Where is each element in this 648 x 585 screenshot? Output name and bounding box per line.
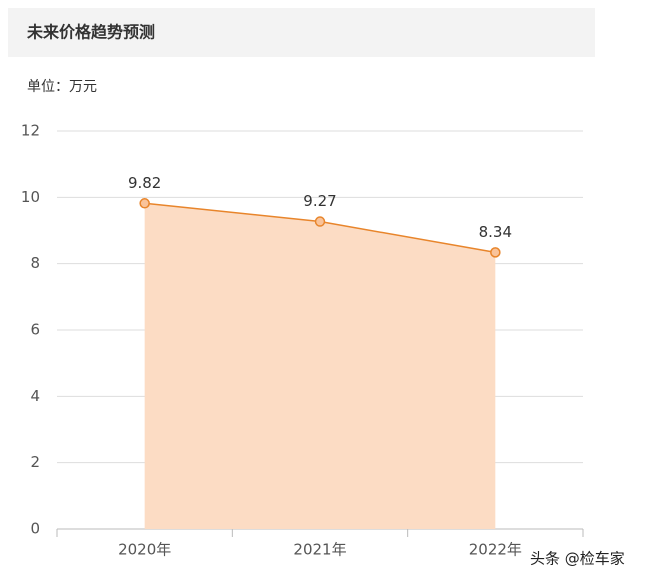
y-tick-label: 12: [21, 122, 40, 140]
y-tick-label: 0: [30, 520, 40, 538]
watermark: 头条 @检车家: [530, 550, 625, 568]
point: [490, 247, 501, 258]
header-box: [8, 8, 595, 57]
point: [314, 216, 326, 227]
value-label: 8.34: [479, 223, 512, 241]
x-tick-label: 2022年: [469, 541, 522, 559]
value-label: 9.82: [128, 174, 161, 192]
y-tick-label: 8: [30, 254, 40, 272]
area-fill: [144, 203, 496, 529]
y-tick-label: 10: [21, 188, 40, 206]
point: [139, 198, 150, 209]
y-tick-label: 6: [30, 321, 40, 339]
chart-title: 未来价格趋势预测: [26, 23, 155, 42]
unit-label: 单位：万元: [27, 79, 97, 95]
y-tick-label: 2: [30, 453, 40, 471]
x-tick-label: 2021年: [293, 541, 346, 559]
value-label: 9.27: [303, 192, 336, 210]
y-tick-label: 4: [30, 387, 40, 405]
x-tick-label: 2020年: [118, 541, 171, 559]
